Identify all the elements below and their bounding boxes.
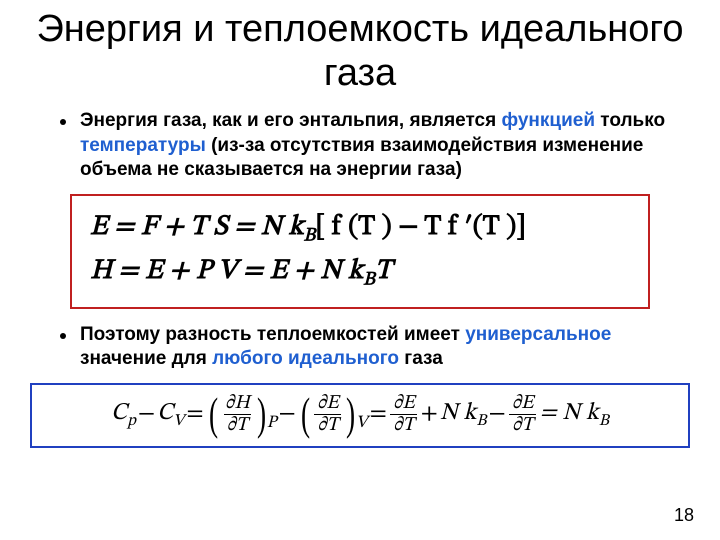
bullet-2-hl1: универсальное: [465, 324, 611, 345]
eq2-tailtxt: = N k: [540, 401, 599, 425]
eq2-Nk1: N k: [440, 401, 476, 425]
bullet-dot-icon: [60, 119, 66, 125]
eq2-sub-V2: V: [356, 413, 368, 434]
bullet-2-part1: Поэтому разность теплоемкостей имеет: [80, 324, 465, 345]
bullet-2-part3: газа: [399, 348, 443, 369]
eq2-frac2: ∂E ∂T: [314, 393, 342, 435]
page-title: Энергия и теплоемкость идеального газа: [30, 8, 690, 95]
eq2-C1: C: [111, 401, 127, 425]
bullet-dot-icon: [60, 333, 66, 339]
rparen-icon: ): [346, 396, 355, 432]
eq2-dT2: ∂T: [314, 414, 341, 436]
equation-E: E = F + T S = N kB[ f (T ) − T f ′(T )]: [90, 206, 630, 250]
eq1-subB-2: B: [363, 270, 375, 290]
eq2-dT3: ∂T: [390, 414, 417, 436]
eq2-minus1: −: [138, 399, 155, 429]
eq2-tail: = N kB: [540, 398, 609, 431]
eq2-sub-P: P: [267, 413, 277, 434]
eq2-NkB1: N kB: [440, 398, 487, 431]
eq2-dE2: ∂E: [390, 393, 418, 414]
lparen-icon: (: [301, 396, 310, 432]
eq2-frac3: ∂E ∂T: [390, 393, 418, 435]
eq2-B2: B: [599, 413, 609, 429]
eq2-C2: C: [157, 401, 173, 425]
eq2-dH: ∂H: [222, 393, 253, 414]
eq2-eq1: =: [186, 399, 203, 429]
bullet-2: Поэтому разность теплоемкостей имеет уни…: [60, 323, 690, 372]
eq2-Cv: CV: [157, 398, 184, 431]
eq2-frac1: ∂H ∂T: [222, 393, 253, 435]
eq2-Cp: Cp: [111, 398, 136, 431]
eq2-term1: ( ∂H ∂T ) P: [206, 393, 277, 435]
bullet-1-hl1: функцией: [501, 110, 595, 131]
eq1-line1b: [ f (T ) − T f ′(T )]: [315, 213, 526, 241]
page-number: 18: [674, 505, 694, 526]
eq2-B1: B: [476, 413, 486, 429]
eq2-term2: ( ∂E ∂T ) V: [298, 393, 368, 435]
bullet-2-text: Поэтому разность теплоемкостей имеет уни…: [80, 323, 690, 372]
eq1-line2a: H = E + P V = E + N k: [90, 257, 363, 285]
eq2-frac4: ∂E ∂T: [509, 393, 537, 435]
eq2-dT4: ∂T: [509, 414, 536, 436]
eq2-eq2: =: [370, 399, 387, 429]
bullet-2-part2: значение для: [80, 348, 212, 369]
eq2-plus: +: [421, 399, 438, 429]
bullet-2-hl2: любого идеального: [212, 348, 399, 369]
eq2-minus2: −: [279, 399, 296, 429]
eq1-subB-1: B: [304, 226, 316, 246]
equation-box-energy: E = F + T S = N kB[ f (T ) − T f ′(T )] …: [70, 194, 650, 308]
eq2-sub-p: p: [127, 413, 136, 429]
equation-box-heat-capacity: Cp − CV = ( ∂H ∂T ) P − ( ∂E ∂T ) V = ∂E: [30, 383, 690, 447]
eq2-dE1: ∂E: [314, 393, 342, 414]
bullet-1: Энергия газа, как и его энтальпия, являе…: [60, 109, 690, 182]
rparen-icon: ): [257, 396, 266, 432]
bullet-1-text: Энергия газа, как и его энтальпия, являе…: [80, 109, 690, 182]
bullet-1-hl2: температуры: [80, 135, 206, 156]
eq1-line1a: E = F + T S = N k: [90, 213, 304, 241]
eq2-minus3: −: [489, 399, 506, 429]
eq1-line2b: T: [375, 257, 392, 285]
lparen-icon: (: [209, 396, 218, 432]
bullet-1-part2: только: [595, 110, 665, 131]
eq2-sub-V: V: [173, 413, 184, 429]
eq2-dT1: ∂T: [224, 414, 251, 436]
bullet-1-part1: Энергия газа, как и его энтальпия, являе…: [80, 110, 501, 131]
slide: Энергия и теплоемкость идеального газа Э…: [0, 0, 720, 540]
eq2-dE3: ∂E: [509, 393, 537, 414]
equation-H: H = E + P V = E + N kBT: [90, 250, 630, 294]
